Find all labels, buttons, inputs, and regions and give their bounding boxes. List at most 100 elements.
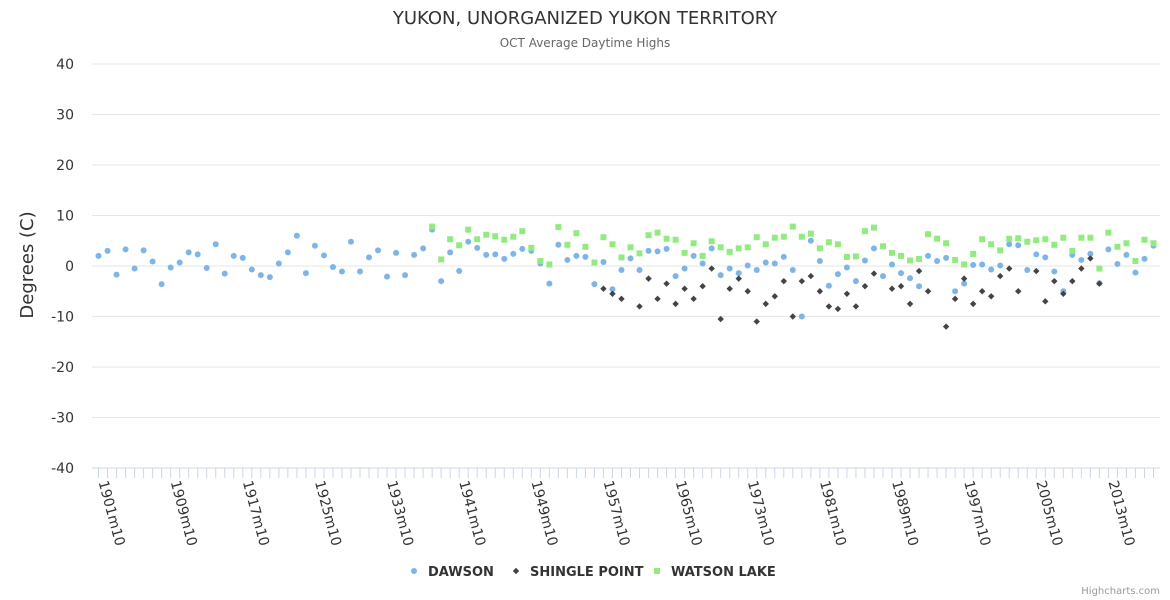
data-point bbox=[1033, 267, 1040, 275]
data-point bbox=[672, 300, 679, 308]
data-point bbox=[618, 254, 625, 261]
data-point bbox=[275, 260, 282, 267]
data-point bbox=[465, 226, 472, 233]
data-point bbox=[717, 244, 724, 251]
data-point bbox=[843, 290, 851, 297]
data-point bbox=[861, 228, 868, 235]
data-point bbox=[907, 275, 914, 282]
y-axis-label: Degrees (C) bbox=[17, 211, 38, 318]
data-point bbox=[952, 256, 959, 263]
chart-subtitle: OCT Average Daytime Highs bbox=[500, 36, 671, 50]
data-point bbox=[1006, 265, 1013, 272]
data-point bbox=[1051, 241, 1058, 248]
data-point bbox=[681, 249, 688, 256]
data-point bbox=[402, 272, 409, 279]
data-point bbox=[889, 249, 895, 256]
data-point bbox=[1015, 242, 1022, 249]
legend-item-shingle-point[interactable]: SHINGLE POINT bbox=[512, 565, 644, 580]
data-point bbox=[645, 247, 652, 254]
legend-label: SHINGLE POINT bbox=[530, 565, 644, 580]
data-point bbox=[861, 257, 868, 264]
data-point bbox=[690, 252, 697, 259]
data-point bbox=[627, 255, 634, 262]
data-point bbox=[1123, 240, 1130, 247]
y-tick-label: -10 bbox=[51, 310, 74, 326]
data-point bbox=[907, 257, 914, 264]
data-point bbox=[780, 277, 787, 285]
data-point bbox=[1132, 257, 1139, 264]
data-point bbox=[347, 238, 354, 245]
y-tick-label: -20 bbox=[51, 360, 74, 376]
data-point bbox=[1042, 254, 1049, 261]
data-point bbox=[816, 257, 823, 264]
legend-item-dawson[interactable]: DAWSON bbox=[411, 565, 494, 580]
data-point bbox=[257, 272, 264, 279]
data-point bbox=[636, 267, 643, 274]
data-point bbox=[1069, 247, 1076, 254]
data-point bbox=[916, 255, 923, 262]
data-point bbox=[699, 283, 706, 290]
data-point bbox=[1105, 246, 1112, 253]
data-point bbox=[798, 233, 805, 240]
data-point bbox=[284, 249, 291, 256]
data-point bbox=[320, 252, 327, 259]
data-point bbox=[474, 244, 481, 251]
data-point bbox=[897, 283, 905, 290]
data-point bbox=[970, 250, 977, 257]
data-point bbox=[1087, 234, 1094, 241]
data-point bbox=[852, 253, 859, 260]
data-point bbox=[997, 272, 1004, 280]
data-point bbox=[248, 266, 255, 273]
x-tick-label: 1981m10 bbox=[816, 479, 849, 548]
data-point bbox=[591, 281, 598, 288]
data-point bbox=[816, 288, 824, 295]
legend-marker bbox=[654, 568, 660, 574]
data-point bbox=[870, 245, 877, 252]
y-axis-ticks: -40 -30 -20 -10 0 10 20 30 40 bbox=[51, 57, 74, 477]
data-point bbox=[987, 293, 995, 300]
data-point bbox=[726, 265, 733, 272]
data-point bbox=[131, 265, 138, 272]
data-point bbox=[438, 278, 445, 285]
data-point bbox=[1033, 237, 1040, 244]
data-point bbox=[753, 318, 760, 325]
data-point bbox=[1096, 280, 1103, 287]
data-point bbox=[717, 272, 724, 279]
series-dawson bbox=[95, 226, 1157, 320]
data-point bbox=[663, 245, 670, 252]
data-point bbox=[438, 256, 445, 263]
data-point bbox=[158, 281, 165, 288]
data-point bbox=[852, 278, 859, 285]
data-point bbox=[311, 242, 318, 249]
x-tick-label: 2013m10 bbox=[1105, 479, 1138, 548]
series-shingle-point bbox=[600, 255, 1103, 330]
x-tick-label: 1909m10 bbox=[167, 479, 200, 548]
credits-link[interactable]: Highcharts.com bbox=[1081, 586, 1160, 597]
data-point bbox=[960, 275, 968, 282]
data-point bbox=[1042, 298, 1049, 305]
data-point bbox=[573, 230, 580, 237]
data-point bbox=[1060, 290, 1067, 297]
data-point bbox=[952, 288, 959, 295]
data-point bbox=[744, 262, 751, 269]
data-point bbox=[762, 300, 769, 308]
data-point bbox=[573, 252, 580, 259]
data-point bbox=[681, 265, 688, 272]
data-point bbox=[203, 265, 210, 272]
data-point bbox=[609, 290, 616, 297]
x-tick-label: 1901m10 bbox=[95, 479, 128, 548]
data-point bbox=[798, 277, 806, 285]
data-point bbox=[906, 300, 914, 308]
data-point bbox=[961, 280, 968, 287]
data-point bbox=[230, 252, 237, 259]
data-point bbox=[825, 303, 833, 310]
data-point bbox=[735, 245, 742, 252]
data-point bbox=[591, 259, 598, 266]
data-point bbox=[735, 275, 742, 282]
data-point bbox=[618, 295, 625, 303]
legend-item-watson-lake[interactable]: WATSON LAKE bbox=[654, 565, 776, 580]
data-point bbox=[654, 295, 661, 303]
legend: DAWSON SHINGLE POINT WATSON LAKE bbox=[411, 565, 776, 580]
data-point bbox=[483, 251, 490, 258]
